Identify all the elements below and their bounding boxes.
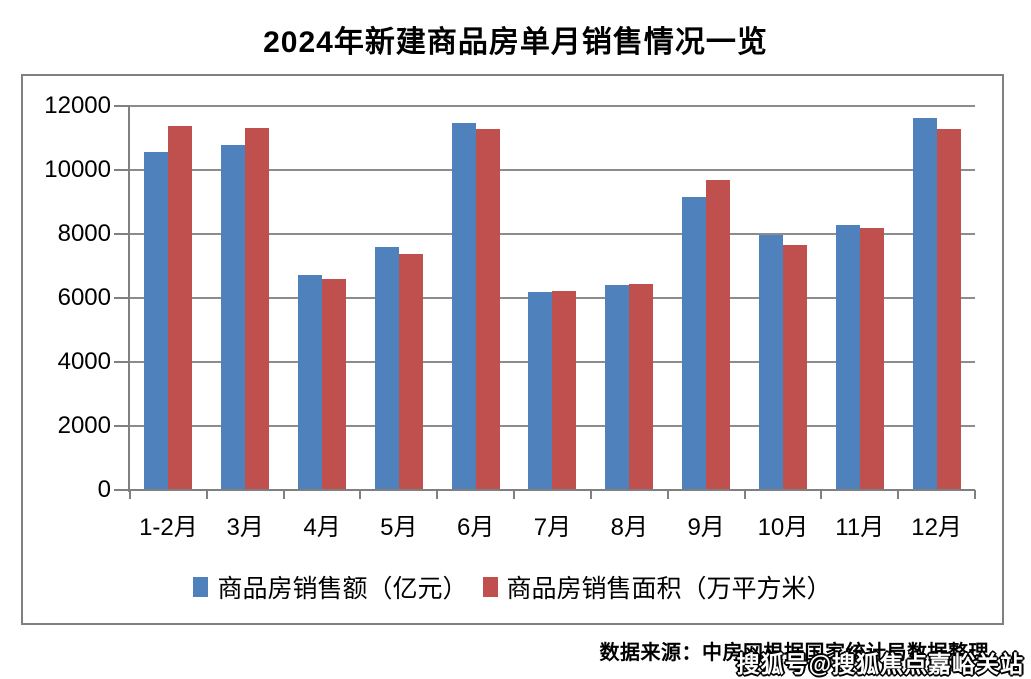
x-tick-label: 10月	[757, 514, 809, 541]
legend-item: 商品房销售额（亿元）	[193, 569, 468, 605]
x-axis-tick	[129, 490, 131, 499]
x-axis-tick	[359, 490, 362, 499]
y-tick-label: 8000	[57, 220, 111, 247]
bar-sales-area	[782, 245, 807, 490]
bar-sales-area	[706, 180, 731, 490]
bar-sales-area	[552, 290, 577, 490]
watermark-text: 搜狐号@搜狐焦点嘉峪关站	[736, 651, 1024, 677]
bar-group	[437, 106, 514, 490]
bar-group	[821, 106, 898, 490]
y-axis-tick	[114, 425, 130, 427]
legend-label: 商品房销售面积（万平方米）	[506, 575, 832, 603]
bar-sales-area	[629, 283, 654, 490]
grid-line	[130, 105, 975, 107]
bar-sales-amount	[912, 118, 937, 490]
x-axis-tick	[205, 490, 208, 499]
bar-sales-amount	[374, 246, 399, 490]
y-axis-tick	[114, 361, 130, 363]
bar-sales-amount	[221, 144, 246, 490]
y-axis-tick	[114, 105, 130, 107]
y-axis-tick	[114, 169, 130, 171]
bar-sales-area	[859, 227, 884, 490]
grid-line	[130, 233, 975, 235]
x-tick-label: 12月	[911, 514, 962, 541]
y-tick-label: 0	[97, 476, 111, 503]
legend-item: 商品房销售面积（万平方米）	[482, 569, 832, 605]
x-tick-label: 11月	[835, 514, 885, 541]
bar-group	[668, 106, 745, 490]
x-tick-label: 4月	[303, 514, 341, 541]
y-tick-label: 4000	[57, 348, 111, 375]
bar-group	[284, 106, 361, 490]
data-source-text: 数据来源：中房网根据国家统计局数据整理	[599, 642, 989, 664]
bar-group	[514, 106, 591, 490]
x-tick-label: 7月	[533, 514, 572, 541]
x-tick-label: 8月	[610, 514, 648, 541]
legend-label: 商品房销售额（亿元）	[217, 575, 468, 603]
bar-group	[130, 106, 207, 490]
y-tick-label: 10000	[44, 156, 111, 183]
chart-area: 商品房销售额（亿元） 商品房销售面积（万平方米） 0 2000 4000 6000 800…	[21, 74, 1004, 625]
x-axis-tick	[513, 490, 516, 499]
y-tick-label: 6000	[57, 284, 111, 311]
y-tick-label: 2000	[57, 412, 111, 439]
x-tick-label: 6月	[456, 514, 495, 541]
x-axis-tick	[589, 490, 592, 499]
y-axis-tick	[114, 297, 130, 299]
bar-sales-amount	[144, 151, 169, 490]
bar-sales-area	[475, 129, 500, 490]
bar-sales-amount	[758, 234, 783, 490]
x-axis-tick	[666, 490, 669, 499]
chart-title: 2024年新建商品房单月销售情况一览	[263, 26, 768, 59]
x-axis-line	[114, 489, 975, 491]
x-axis-tick	[974, 490, 976, 499]
bar-sales-amount	[682, 196, 707, 490]
bar-sales-amount	[835, 225, 860, 490]
x-tick-label: 1-2月	[139, 514, 198, 541]
x-axis-tick	[820, 490, 823, 499]
x-axis-tick	[436, 490, 439, 499]
grid-line	[130, 169, 975, 171]
x-axis-tick	[743, 490, 746, 499]
x-tick-label: 9月	[687, 514, 725, 541]
bar-sales-amount	[451, 123, 476, 490]
bar-sales-area	[936, 129, 961, 490]
bar-sales-area	[168, 126, 193, 490]
x-tick-label: 5月	[380, 514, 418, 541]
x-axis-tick	[897, 490, 900, 499]
x-tick-label: 3月	[226, 514, 264, 541]
y-axis-tick	[114, 233, 130, 235]
legend: 商品房销售额（亿元） 商品房销售面积（万平方米）	[23, 569, 1002, 605]
bar-sales-area	[322, 279, 347, 490]
bar-group	[207, 106, 284, 490]
y-tick-label: 12000	[44, 92, 111, 119]
bar-group	[898, 106, 975, 490]
bar-sales-area	[398, 253, 423, 490]
bar-group	[360, 106, 437, 490]
x-axis-tick	[282, 490, 285, 499]
bar-group	[745, 106, 822, 490]
bar-sales-amount	[605, 285, 630, 490]
bar-sales-amount	[528, 291, 553, 490]
y-axis-line	[128, 106, 130, 492]
bar-group	[591, 106, 668, 490]
bar-sales-area	[245, 128, 270, 490]
legend-swatch-icon	[482, 577, 498, 597]
legend-swatch-icon	[193, 577, 209, 597]
bar-sales-amount	[298, 275, 323, 490]
